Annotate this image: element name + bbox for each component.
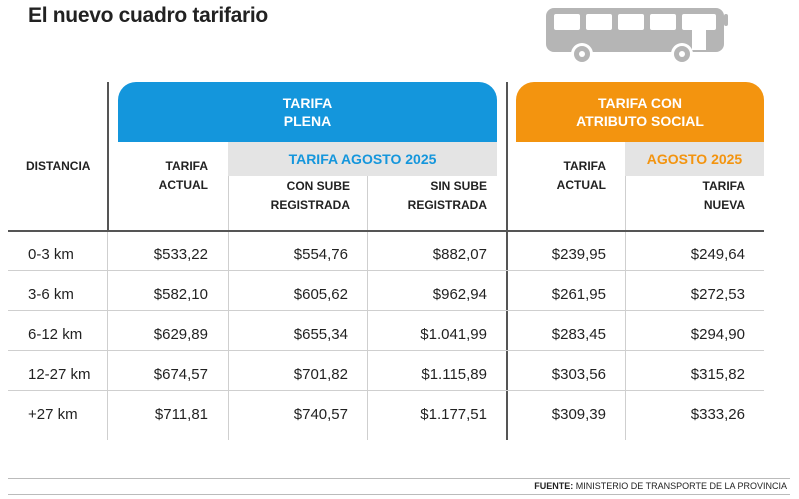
row-5-actual: $711,81 bbox=[154, 406, 208, 423]
row-4-actual: $674,57 bbox=[153, 366, 208, 383]
row-5-social-actual: $309,39 bbox=[551, 406, 606, 423]
divider bbox=[506, 82, 508, 440]
header-line: NUEVA bbox=[703, 198, 745, 212]
tarifa-social-line1: TARIFA CON bbox=[598, 95, 682, 111]
header-line: SIN SUBE bbox=[430, 179, 487, 193]
source-divider bbox=[8, 494, 790, 495]
row-divider bbox=[8, 390, 764, 391]
header-line: REGISTRADA bbox=[407, 198, 487, 212]
row-5-social-nueva: $333,26 bbox=[690, 406, 745, 423]
tarifa-social-line2: ATRIBUTO SOCIAL bbox=[576, 113, 704, 129]
row-1-social-actual: $239,95 bbox=[551, 246, 606, 263]
row-3-sin-sube: $1.041,99 bbox=[420, 326, 487, 343]
row-4-con-sube: $701,82 bbox=[293, 366, 348, 383]
row-2-social-nueva: $272,53 bbox=[690, 286, 745, 303]
row-5-distancia: +27 km bbox=[28, 406, 78, 423]
row-4-distancia: 12-27 km bbox=[28, 366, 91, 383]
row-2-social-actual: $261,95 bbox=[551, 286, 606, 303]
tarifa-nueva-header: TARIFA NUEVA bbox=[640, 177, 745, 215]
divider bbox=[107, 82, 109, 231]
tarifa-social-header: TARIFA CON ATRIBUTO SOCIAL bbox=[516, 82, 764, 142]
row-2-actual: $582,10 bbox=[153, 286, 208, 303]
divider bbox=[625, 176, 626, 440]
row-3-actual: $629,89 bbox=[153, 326, 208, 343]
row-4-social-actual: $303,56 bbox=[551, 366, 606, 383]
row-1-actual: $533,22 bbox=[153, 246, 208, 263]
row-4-social-nueva: $315,82 bbox=[690, 366, 745, 383]
header-line: CON SUBE bbox=[286, 179, 350, 193]
row-5-sin-sube: $1.177,51 bbox=[420, 406, 487, 423]
header-line: TARIFA bbox=[702, 179, 745, 193]
row-1-sin-sube: $882,07 bbox=[432, 246, 487, 263]
distancia-header: DISTANCIA bbox=[26, 159, 91, 173]
row-2-distancia: 3-6 km bbox=[28, 286, 74, 303]
header-line: ACTUAL bbox=[158, 178, 208, 192]
source-label: FUENTE: bbox=[534, 481, 574, 491]
sin-sube-header: SIN SUBE REGISTRADA bbox=[377, 177, 487, 215]
tarifa-actual-plena-header: TARIFA ACTUAL bbox=[118, 157, 208, 195]
row-2-con-sube: $605,62 bbox=[293, 286, 348, 303]
source-text: MINISTERIO DE TRANSPORTE DE LA PROVINCIA bbox=[575, 481, 787, 491]
tarifa-agosto-subheader: TARIFA AGOSTO 2025 bbox=[228, 142, 497, 176]
row-divider bbox=[8, 270, 764, 271]
row-3-con-sube: $655,34 bbox=[293, 326, 348, 343]
row-3-social-actual: $283,45 bbox=[551, 326, 606, 343]
header-line: REGISTRADA bbox=[270, 198, 350, 212]
page-title: El nuevo cuadro tarifario bbox=[28, 4, 268, 27]
divider bbox=[367, 176, 368, 440]
tarifa-plena-line2: PLENA bbox=[283, 113, 332, 129]
tarifa-plena-header: TARIFA PLENA bbox=[118, 82, 497, 142]
header-line: TARIFA bbox=[165, 159, 208, 173]
row-divider bbox=[8, 310, 764, 311]
row-2-sin-sube: $962,94 bbox=[432, 286, 487, 303]
source-note: FUENTE: MINISTERIO DE TRANSPORTE DE LA P… bbox=[534, 481, 787, 491]
source-divider bbox=[8, 478, 790, 479]
divider bbox=[107, 231, 108, 440]
con-sube-header: CON SUBE REGISTRADA bbox=[238, 177, 350, 215]
row-4-sin-sube: $1.115,89 bbox=[421, 366, 487, 383]
row-3-distancia: 6-12 km bbox=[28, 326, 83, 343]
bus-icon bbox=[546, 8, 728, 65]
row-divider bbox=[8, 350, 764, 351]
header-line: TARIFA bbox=[563, 159, 606, 173]
row-1-distancia: 0-3 km bbox=[28, 246, 74, 263]
header-divider bbox=[8, 230, 764, 232]
row-1-con-sube: $554,76 bbox=[293, 246, 348, 263]
tarifa-plena-line1: TARIFA bbox=[282, 95, 333, 111]
row-5-con-sube: $740,57 bbox=[293, 406, 348, 423]
row-1-social-nueva: $249,64 bbox=[690, 246, 745, 263]
divider bbox=[228, 176, 229, 440]
header-line: ACTUAL bbox=[556, 178, 606, 192]
tarifa-actual-social-header: TARIFA ACTUAL bbox=[516, 157, 606, 195]
row-3-social-nueva: $294,90 bbox=[690, 326, 745, 343]
agosto-subheader: AGOSTO 2025 bbox=[625, 142, 764, 176]
